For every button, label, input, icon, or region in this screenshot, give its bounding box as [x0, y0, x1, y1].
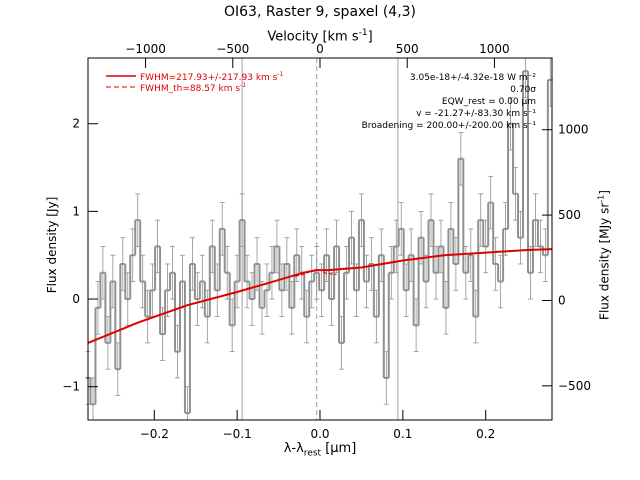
y-tick-label: −1	[62, 380, 80, 394]
x-tick-label: −0.1	[223, 427, 252, 441]
x-tick-label: 0.0	[310, 427, 329, 441]
top-axis-title-end: ]	[367, 29, 373, 45]
right-tick-label: 0	[558, 293, 566, 307]
y-tick-label: 0	[72, 292, 80, 306]
bottom-axis-title: λ-λrest [μm]	[0, 441, 640, 459]
right-tick-label: −500	[558, 379, 591, 393]
top-tick-label: −500	[216, 42, 249, 56]
bottom-axis-title-sub: rest	[303, 448, 322, 459]
annotation-sigma: 0.70σ	[510, 85, 536, 95]
right-tick-label: 500	[558, 208, 581, 222]
fit-line	[87, 248, 553, 344]
annotation-broadening: Broadening = 200.00+/-200.00 km s⁻¹	[362, 121, 537, 131]
top-tick-label: 1000	[479, 42, 510, 56]
legend-theory-label: FWHM_th=88.57 km s-1	[140, 82, 246, 94]
x-tick-label: 0.1	[393, 427, 412, 441]
top-axis-title: Velocity [km s-1]	[0, 28, 640, 44]
top-axis-title-text: Velocity [km s	[267, 29, 359, 45]
top-axis-title-sup: -1	[358, 28, 368, 38]
top-tick-label: −1000	[125, 42, 166, 56]
annotation-velocity: v = -21.27+/-83.30 km s⁻¹	[416, 109, 536, 119]
theory-line	[294, 268, 337, 277]
x-tick-label: −0.2	[140, 427, 169, 441]
axes: −0.2 −0.1 0.0 0.1 0.2 −1000 −500 0 500 1000 −1 0 1 2 −…	[62, 42, 591, 441]
annotation-eqw: EQW_rest = 0.00 μm	[442, 97, 536, 107]
annotation-flux: 3.05e-18+/-4.32e-18 W m⁻²	[410, 73, 537, 83]
guide-lines	[241, 58, 399, 420]
top-tick-label: 500	[396, 42, 419, 56]
bottom-axis-title-main: λ-λ	[283, 441, 304, 456]
fit-lines	[87, 248, 553, 344]
y-tick-label: 1	[72, 204, 80, 218]
legend-fit-label: FWHM=217.93+/-217.93 km s-1	[140, 71, 284, 83]
annotations: 3.05e-18+/-4.32e-18 W m⁻² 0.70σ EQW_rest…	[362, 73, 537, 131]
chart-title: OI63, Raster 9, spaxel (4,3)	[223, 4, 417, 20]
right-tick-label: 1000	[558, 123, 589, 137]
y-tick-label: 2	[72, 117, 80, 131]
top-tick-label: 0	[316, 42, 324, 56]
bottom-axis-title-unit: [μm]	[321, 441, 357, 456]
legend: FWHM=217.93+/-217.93 km s-1 FWHM_th=88.5…	[106, 71, 284, 94]
data-histogram	[85, 70, 553, 414]
x-tick-label: 0.2	[476, 427, 495, 441]
